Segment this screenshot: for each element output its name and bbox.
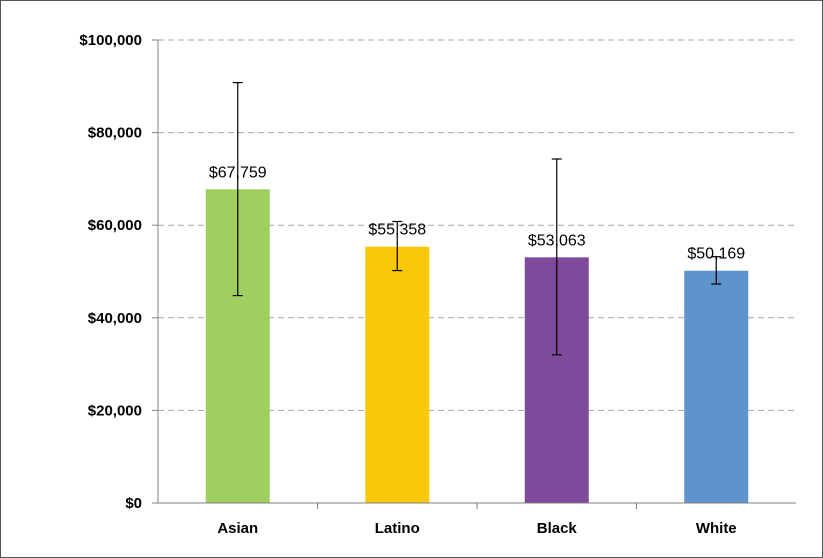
x-tick-label-black: Black [537,520,578,537]
y-tick-label: $60,000 [88,217,142,234]
data-label-white: $50,169 [687,246,745,263]
data-label-latino: $55,358 [368,222,426,239]
x-tick-label-asian: Asian [217,520,258,537]
bar-white [684,270,749,503]
x-tick-label-white: White [696,520,737,537]
y-tick-label: $20,000 [88,402,142,419]
error-bars [232,81,722,356]
y-tick-label: $0 [125,495,142,512]
axes [152,39,796,509]
y-tick-label: $40,000 [88,310,142,327]
y-tick-label: $80,000 [88,125,142,142]
x-tick-label-latino: Latino [375,520,420,537]
data-label-black: $53,063 [528,232,586,249]
bar-latino [365,246,430,504]
data-label-asian: $67,759 [209,164,267,181]
bars [205,189,749,504]
y-tick-label: $100,000 [79,32,142,49]
labels: $0 $20,000 $40,000 $60,000 $80,000 $100,000 $6… [79,32,745,537]
